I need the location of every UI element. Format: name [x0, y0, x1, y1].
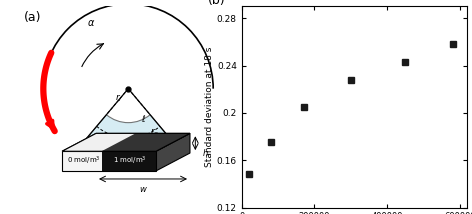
- Text: $\alpha$: $\alpha$: [86, 18, 95, 28]
- Polygon shape: [62, 151, 101, 171]
- Polygon shape: [101, 151, 156, 171]
- Text: $\ell$: $\ell$: [141, 113, 146, 124]
- Polygon shape: [62, 133, 190, 151]
- Text: 1 mol/m$^3$: 1 mol/m$^3$: [113, 155, 146, 167]
- Text: 0 mol/m$^3$: 0 mol/m$^3$: [67, 155, 100, 167]
- Polygon shape: [62, 133, 135, 151]
- Polygon shape: [156, 133, 190, 171]
- Text: $r_i$: $r_i$: [115, 92, 122, 104]
- Wedge shape: [87, 115, 169, 153]
- Text: $h$: $h$: [202, 147, 208, 158]
- Text: $r_o$: $r_o$: [150, 126, 160, 138]
- Text: (a): (a): [24, 11, 41, 24]
- Y-axis label: Standard deviation at 18 s: Standard deviation at 18 s: [205, 47, 214, 167]
- Text: $w$: $w$: [139, 185, 147, 194]
- Polygon shape: [101, 133, 190, 151]
- Text: (b): (b): [208, 0, 226, 7]
